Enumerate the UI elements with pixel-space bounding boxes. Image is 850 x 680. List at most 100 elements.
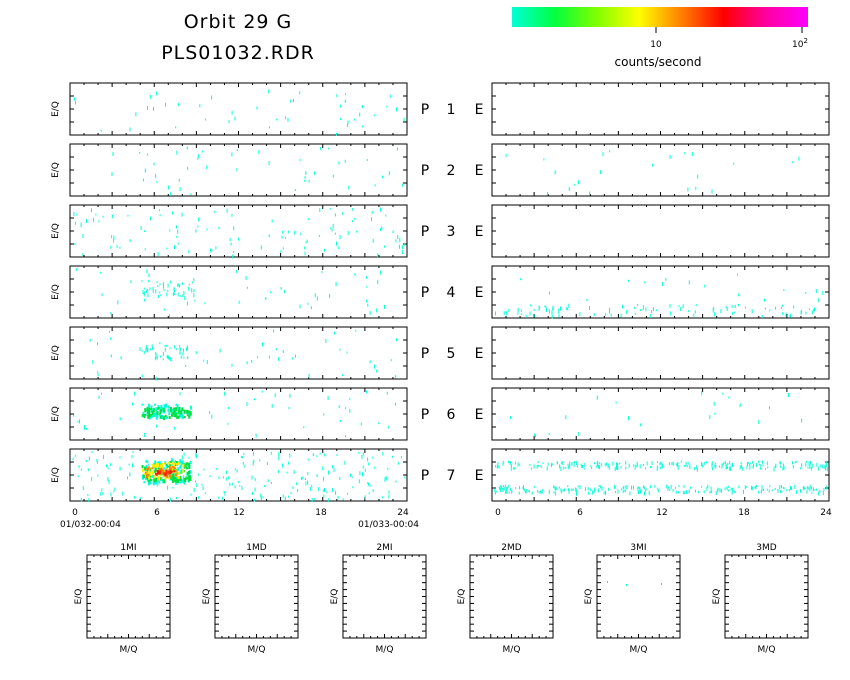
e-panel-4-count bbox=[642, 307, 644, 310]
p-panel-4-count bbox=[321, 271, 323, 274]
p-panel-3-count bbox=[102, 215, 104, 218]
p-panel-4-count bbox=[367, 303, 369, 307]
p-panel-6-hot bbox=[183, 415, 186, 418]
p-panel-7-count bbox=[254, 487, 256, 492]
p-panel-1-count bbox=[256, 106, 258, 110]
p-panel-7-count bbox=[252, 461, 254, 466]
p-panel-5-hot bbox=[156, 356, 158, 360]
p-panel-5-hot bbox=[179, 352, 181, 355]
e-panel-7-count bbox=[822, 491, 824, 495]
p-panel-6-hot bbox=[176, 404, 179, 409]
p-panel-5-hot bbox=[166, 354, 168, 358]
x-tick-label: 24 bbox=[820, 508, 832, 518]
p-panel-7-count bbox=[87, 468, 89, 472]
p-panel-7-count bbox=[176, 497, 177, 499]
p-panel-2-count bbox=[236, 149, 238, 151]
e-panel-7-count bbox=[789, 489, 790, 492]
e-panel-4-count bbox=[655, 309, 657, 312]
p-panel-7-hot bbox=[163, 462, 166, 465]
e-panel-7-count bbox=[502, 460, 504, 464]
p-panel-7-hot bbox=[157, 464, 159, 467]
e-panel-7-count bbox=[666, 484, 668, 487]
e-panel-7-count bbox=[774, 465, 776, 468]
p-panel-7-count bbox=[122, 491, 124, 496]
e-panel-7-count bbox=[590, 488, 592, 492]
p-panel-7-hot bbox=[172, 476, 175, 480]
p-panel-7-count bbox=[384, 478, 386, 482]
e-panel-7-count bbox=[518, 491, 520, 495]
e-panel-6-count bbox=[722, 392, 724, 395]
p-panel-7-hot bbox=[172, 466, 175, 469]
p-panel-3-count bbox=[176, 225, 177, 229]
p-panel-7-count bbox=[260, 496, 262, 501]
e-panel-7-count bbox=[596, 462, 598, 467]
p-panel-7-count bbox=[172, 486, 174, 489]
p-panel-6-hot bbox=[170, 409, 173, 412]
p-panel-6-hot bbox=[189, 412, 192, 416]
p-panel-4-hot bbox=[143, 287, 145, 290]
e-panel-7-count bbox=[499, 486, 500, 490]
e-panel-4-count bbox=[713, 306, 715, 310]
p-panel-7-count bbox=[397, 461, 399, 465]
p-panel-3-count bbox=[229, 238, 231, 242]
e-panel-7-count bbox=[782, 486, 784, 489]
e-panel-6-count bbox=[548, 433, 550, 435]
mass-panel-xlabel: M/Q bbox=[376, 645, 394, 655]
p-panel-2-count bbox=[187, 166, 189, 170]
p-panel-1-count bbox=[147, 105, 148, 110]
p-panel-7-hot bbox=[163, 472, 166, 475]
e-panel-4-count bbox=[495, 311, 496, 316]
e-panel-2-frame bbox=[491, 143, 830, 197]
p-panel-7-hot bbox=[148, 475, 150, 480]
e-panel-7-count bbox=[780, 490, 782, 494]
e-panel-7-count bbox=[597, 465, 599, 468]
p-panel-7-count bbox=[254, 477, 256, 481]
p-panel-4-hot bbox=[177, 283, 179, 287]
p-panel-4-hot bbox=[144, 294, 146, 297]
p-panel-3-count bbox=[304, 251, 306, 256]
p-panel-2-count bbox=[305, 170, 307, 175]
p-panel-7-count bbox=[277, 470, 279, 474]
p-panel-7-count bbox=[349, 473, 351, 477]
e-panel-7-count bbox=[672, 461, 674, 466]
e-panel-4-count bbox=[694, 310, 696, 314]
p-panel-7-hot bbox=[183, 481, 186, 485]
p-panel-3-count bbox=[380, 228, 381, 232]
p-panel-3-count bbox=[319, 208, 321, 212]
p-panel-7-count bbox=[193, 487, 195, 492]
e-panel-2-count bbox=[711, 189, 713, 194]
e-panel-4-count bbox=[519, 278, 521, 281]
p-panel-2-count bbox=[155, 173, 157, 178]
p-panel-3-count bbox=[334, 232, 336, 235]
p-panel-7-count bbox=[286, 471, 288, 474]
e-panel-4-count bbox=[634, 313, 636, 315]
e-panel-7-count bbox=[710, 490, 712, 493]
p-panel-3-count bbox=[206, 228, 208, 231]
p-panel-5-count bbox=[92, 360, 94, 364]
p-panel-5-frame bbox=[69, 326, 408, 380]
x-tick-label: 12 bbox=[233, 508, 244, 518]
p-panel-2-count bbox=[320, 147, 322, 151]
p-panel-7-count bbox=[119, 456, 121, 459]
p-panel-1-count bbox=[362, 105, 363, 109]
p-panel-3-count bbox=[336, 241, 337, 246]
p-panel-3-count bbox=[352, 220, 354, 223]
e-panel-7-count bbox=[505, 487, 507, 492]
p-panel-5-ylabel: E/Q bbox=[51, 345, 61, 361]
e-panel-7-count bbox=[706, 486, 708, 491]
p-panel-5-hot bbox=[167, 355, 169, 359]
e-panel-7-count bbox=[511, 464, 512, 468]
p-panel-5-hot bbox=[152, 347, 154, 350]
p-panel-3-count bbox=[169, 229, 171, 232]
p-panel-2-count bbox=[197, 157, 199, 160]
p-panel-7-count bbox=[223, 490, 225, 493]
p-panel-4-hot bbox=[179, 284, 181, 287]
p-panel-3-count bbox=[166, 247, 168, 250]
p-panel-7-count bbox=[327, 498, 329, 503]
e-panel-7-count bbox=[701, 485, 703, 488]
p-panel-7-hot bbox=[177, 462, 180, 465]
p-panel-7-count bbox=[282, 494, 284, 498]
e-panel-7-count bbox=[648, 490, 650, 495]
p-panel-3-count bbox=[385, 214, 387, 217]
p-panel-5: E/Q bbox=[51, 326, 408, 381]
